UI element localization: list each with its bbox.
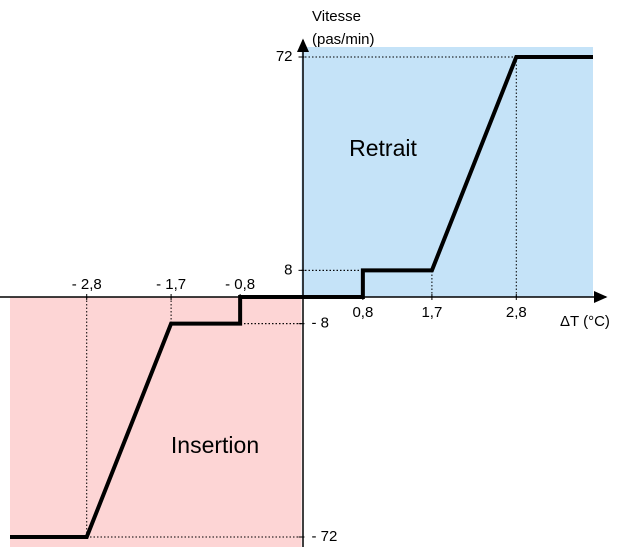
x-tick-label: 0,8 bbox=[352, 304, 373, 321]
region bbox=[10, 297, 302, 547]
x-axis-label: ΔT (°C) bbox=[560, 313, 610, 330]
y-tick-label: - 72 bbox=[312, 528, 338, 545]
x-tick-label: - 1,7 bbox=[156, 276, 186, 293]
region-label: Insertion bbox=[171, 432, 259, 458]
y-axis-label: Vitesse bbox=[312, 8, 361, 25]
line bbox=[10, 55, 593, 539]
x-tick-label: - 0,8 bbox=[225, 276, 255, 293]
y-tick-label: 72 bbox=[276, 48, 293, 65]
y-tick-label: 8 bbox=[284, 261, 292, 278]
y-tick-label: - 8 bbox=[312, 315, 330, 332]
region-label: Retrait bbox=[349, 135, 417, 161]
region bbox=[301, 47, 593, 297]
x-tick-label: - 2,8 bbox=[72, 276, 102, 293]
x-tick-label: 2,8 bbox=[506, 304, 527, 321]
y-axis-label: (pas/min) bbox=[312, 31, 375, 48]
x-tick-label: 1,7 bbox=[421, 304, 442, 321]
